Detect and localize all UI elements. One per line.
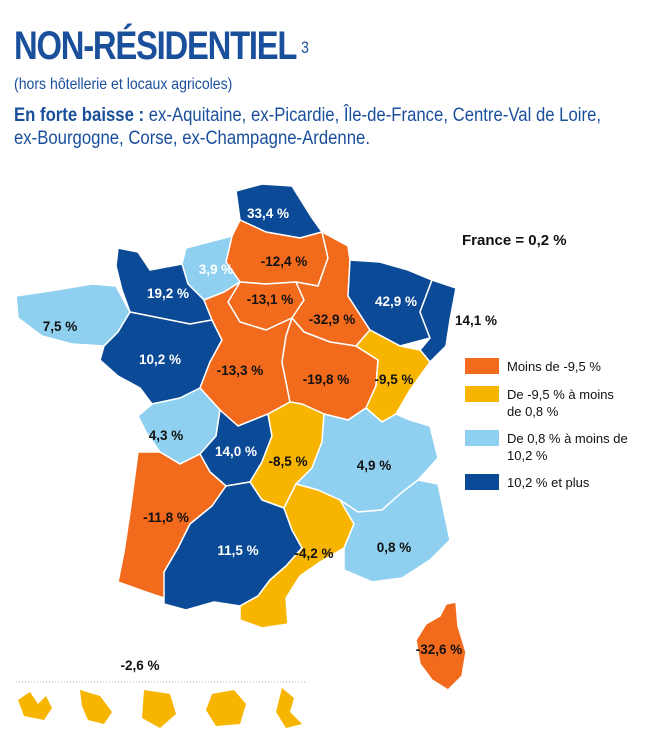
- region-franche-comte[interactable]: [355, 329, 431, 423]
- highlight-lead: En forte baisse :: [14, 105, 145, 126]
- region-value-basse-normandie: 19,2 %: [147, 286, 189, 301]
- highlight-text: En forte baisse : ex-Aquitaine, ex-Picar…: [14, 104, 612, 150]
- legend-swatch-3: [465, 430, 499, 446]
- guyane-shape[interactable]: [142, 690, 176, 728]
- reunion-shape[interactable]: [206, 690, 246, 726]
- guadeloupe-shape[interactable]: [18, 692, 52, 720]
- overseas-territories: [18, 688, 302, 728]
- region-value-lorraine: 42,9 %: [375, 294, 417, 309]
- region-value-alsace: 14,1 %: [455, 313, 497, 328]
- legend-label-1: Moins de -9,5 %: [507, 359, 601, 374]
- legend-label-3: De 0,8 % à moins de 10,2 %: [507, 431, 628, 463]
- legend-item-4: 10,2 % et plus: [465, 474, 657, 491]
- legend-label-4: 10,2 % et plus: [507, 475, 590, 490]
- region-value-franche-comte: -9,5 %: [374, 372, 413, 387]
- region-value-midi-pyrenees: 11,5 %: [217, 543, 258, 558]
- overseas-value-label: -2,6 %: [120, 658, 159, 673]
- region-value-centre-val-de-loire: -13,3 %: [217, 363, 264, 378]
- legend-label-2: De -9,5 % à moins de 0,8 %: [507, 387, 614, 419]
- region-value-bourgogne: -19,8 %: [303, 372, 350, 387]
- region-value-picardie: -12,4 %: [261, 254, 308, 269]
- title-text: NON-RÉSIDENTIEL: [14, 24, 297, 68]
- page-title: NON-RÉSIDENTIEL 3: [14, 24, 309, 68]
- legend-swatch-2: [465, 386, 499, 402]
- region-value-bretagne: 7,5 %: [43, 319, 78, 334]
- region-value-corse: -32,6 %: [416, 642, 463, 657]
- region-value-rhone-alpes: 4,9 %: [357, 458, 392, 473]
- legend-item-2: De -9,5 % à moins de 0,8 %: [465, 386, 625, 420]
- footnote-mark: 3: [301, 38, 309, 57]
- region-value-auvergne: -8,5 %: [268, 454, 307, 469]
- legend-item-1: Moins de -9,5 %: [465, 358, 657, 375]
- legend-swatch-1: [465, 358, 499, 374]
- region-value-aquitaine: -11,8 %: [143, 510, 189, 525]
- subtitle: (hors hôtellerie et locaux agricoles): [14, 76, 233, 93]
- region-value-limousin: 14,0 %: [215, 444, 257, 459]
- region-value-ile-de-france: -13,1 %: [247, 292, 294, 307]
- mayotte-shape[interactable]: [276, 688, 302, 728]
- region-value-poitou-charentes: 4,3 %: [149, 428, 184, 443]
- region-value-provence-alpes-cote-dazur: 0,8 %: [377, 540, 412, 555]
- france-total: France = 0,2 %: [462, 232, 567, 249]
- legend-item-3: De 0,8 % à moins de 10,2 %: [465, 430, 637, 464]
- highlight-body: ex-Aquitaine, ex-Picardie, Île-de-France…: [14, 105, 602, 149]
- region-value-languedoc-roussillon: -4,2 %: [294, 546, 333, 561]
- region-labels: 33,4 % -12,4 % 3,9 % 19,2 % 7,5 % -13,1 % -32,…: [43, 206, 497, 657]
- region-value-pays-de-la-loire: 10,2 %: [139, 352, 181, 367]
- region-corse[interactable]: [415, 601, 467, 691]
- martinique-shape[interactable]: [80, 690, 112, 724]
- region-value-haute-normandie: 3,9 %: [199, 262, 234, 277]
- legend-swatch-4: [465, 474, 499, 490]
- region-value-nord-pas-de-calais: 33,4 %: [247, 206, 289, 221]
- region-value-champagne-ardenne: -32,9 %: [309, 312, 356, 327]
- region-provence-alpes-cote-dazur[interactable]: [339, 479, 451, 583]
